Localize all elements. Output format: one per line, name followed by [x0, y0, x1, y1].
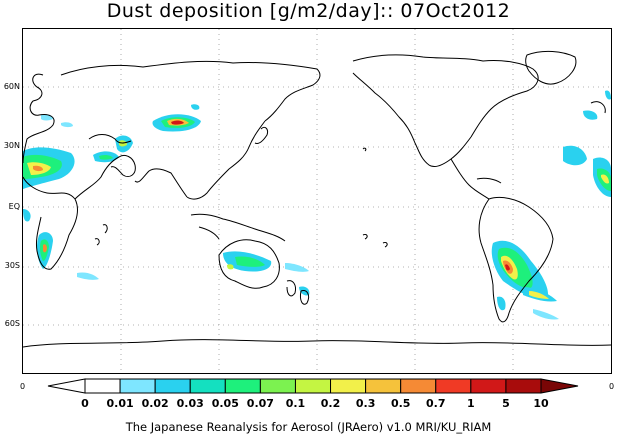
legend-box [224, 378, 261, 394]
legend-box [154, 378, 191, 394]
legend-value-label: 0.01 [106, 397, 134, 410]
legend-box [365, 378, 402, 394]
legend-box [259, 378, 296, 394]
legend-box [294, 378, 332, 394]
legend-box [470, 378, 507, 394]
legend-box [505, 378, 542, 394]
legend-values: 0 0.01 0.02 0.03 0.05 0.07 0.1 0.2 0.3 0.5 0.7 1 5 10 [0, 397, 617, 411]
legend-value-label: 1 [467, 397, 475, 410]
coastlines [23, 50, 611, 348]
footer-credit: The Japanese Reanalysis for Aerosol (JRA… [125, 420, 492, 434]
legend-box [84, 378, 121, 394]
legend-boxes [84, 378, 542, 394]
map-gridlines [23, 29, 611, 373]
legend-value-label: 0.7 [426, 397, 446, 410]
legend-value-label: 0 [81, 397, 89, 410]
map-title: Dust deposition [g/m2/day]:: 07Oct2012 [106, 0, 511, 22]
lat-label-60s: 60S [4, 319, 20, 328]
world-map [22, 28, 612, 374]
legend-arrow-left [47, 378, 86, 394]
lat-label-30n: 30N [3, 141, 20, 150]
legend-value-label: 0.03 [176, 397, 204, 410]
frame-label-right: 0 [609, 382, 615, 391]
frame-label-left: 0 [20, 382, 26, 391]
legend-value-label: 0.3 [355, 397, 376, 410]
lat-label-30s: 30S [4, 261, 20, 270]
legend-value-label: 5 [502, 397, 510, 410]
legend-box [119, 378, 156, 394]
lat-label-60n: 60N [3, 82, 20, 91]
legend-value-label: 0.1 [285, 397, 306, 410]
dust-deposition-shading [23, 90, 611, 320]
legend-box [400, 378, 437, 394]
legend-value-label: 0.07 [246, 397, 274, 410]
legend-value-label: 0.5 [390, 397, 411, 410]
color-legend-bar [47, 378, 579, 394]
legend-box [330, 378, 367, 394]
legend-box [435, 378, 472, 394]
legend-value-label: 0.2 [320, 397, 341, 410]
legend-value-label: 0.02 [141, 397, 169, 410]
lat-label-eq: EQ [8, 202, 20, 211]
legend-box [189, 378, 226, 394]
legend-value-label: 0.05 [211, 397, 239, 410]
legend-arrow-right [540, 378, 579, 394]
legend-value-label: 10 [533, 397, 549, 410]
